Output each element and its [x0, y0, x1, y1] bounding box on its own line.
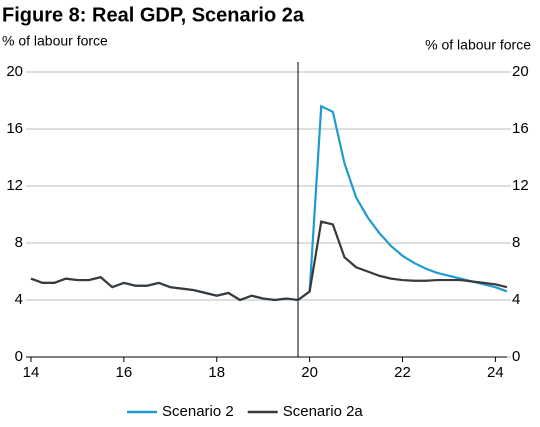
y-axis-label: % of labour force [2, 33, 108, 49]
y2-tick-label: 8 [512, 234, 520, 251]
x-tick-label: 14 [23, 364, 40, 381]
y2-tick-label: 16 [512, 120, 529, 137]
y-tick-label: 8 [15, 234, 23, 251]
legend-label: Scenario 2 [162, 403, 234, 420]
y-tick-label: 16 [6, 120, 23, 137]
x-tick-label: 16 [116, 364, 133, 381]
y-tick-label: 12 [6, 177, 23, 194]
x-tick-label: 18 [208, 364, 225, 381]
y2-tick-label: 0 [512, 348, 520, 365]
legend-label: Scenario 2a [283, 403, 364, 420]
y-tick-label: 20 [6, 63, 23, 80]
x-tick-label: 24 [487, 364, 504, 381]
y-tick-label: 4 [15, 291, 23, 308]
y2-tick-label: 4 [512, 291, 520, 308]
chart-title: Figure 8: Real GDP, Scenario 2a [2, 4, 305, 26]
y2-tick-label: 20 [512, 63, 529, 80]
y2-tick-label: 12 [512, 177, 529, 194]
x-tick-label: 20 [301, 364, 318, 381]
y-tick-label: 0 [15, 348, 23, 365]
line-series [30, 220, 508, 302]
x-tick-label: 22 [394, 364, 411, 381]
y2-axis-label: % of labour force [425, 37, 531, 53]
line-series [30, 104, 508, 302]
